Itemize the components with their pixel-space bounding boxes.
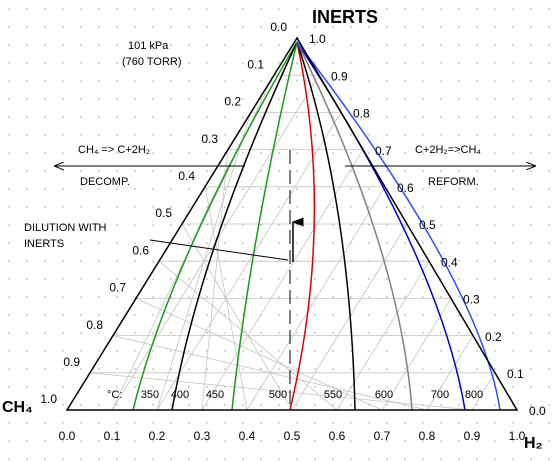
isotherm-label: 450 <box>206 389 224 401</box>
isotherm <box>132 41 298 411</box>
isotherm-unit: °C: <box>107 389 122 401</box>
isotherm-label: 800 <box>465 389 483 401</box>
left-tick-label: 0.2 <box>224 95 241 109</box>
bottom-tick-label: 0.1 <box>104 429 121 443</box>
left-tick-label: 0.6 <box>132 243 149 257</box>
grid-line <box>471 372 496 411</box>
grid-line <box>381 298 452 411</box>
left-tick-label: 1.0 <box>40 392 57 406</box>
isotherm <box>289 41 316 411</box>
right-tick-label: 0.1 <box>507 367 524 381</box>
left-tick-label: 0.5 <box>155 206 172 220</box>
right-tick-label: 0.3 <box>463 293 480 307</box>
right-tick-label: 0.8 <box>353 107 370 121</box>
bottom-tick-label: 0.4 <box>239 429 256 443</box>
annotation: DILUTION WITH <box>24 222 107 234</box>
isotherm <box>296 41 466 411</box>
isotherm-label: 500 <box>269 389 287 401</box>
right-tick-label: 0.6 <box>397 181 414 195</box>
bottom-tick-label: 1.0 <box>509 429 526 443</box>
arrow-label: DECOMP. <box>80 176 130 188</box>
right-tick-label: 0.4 <box>441 255 458 269</box>
grid-line <box>201 149 364 411</box>
right-tick-label: 0.2 <box>485 330 502 344</box>
left-tick-label: 0.1 <box>247 57 264 71</box>
right-tick-label: 0.5 <box>419 218 436 232</box>
left-tick-label: 0.9 <box>63 355 80 369</box>
bottom-tick-label: 0.2 <box>149 429 166 443</box>
isotherm-label: 600 <box>375 389 393 401</box>
arrow-label: CH₄ => C+2H₂ <box>78 144 150 156</box>
left-tick-label: 0.3 <box>201 132 218 146</box>
pressure: 101 kPa <box>128 40 169 52</box>
arrow-label: REFORM. <box>428 176 479 188</box>
isotherm-label: 400 <box>171 389 189 401</box>
right-tick-label: 0.7 <box>375 144 392 158</box>
right-tick-label: 1.0 <box>309 32 326 46</box>
bottom-tick-label: 0.0 <box>59 429 76 443</box>
bottom-tick-label: 0.9 <box>464 429 481 443</box>
bottom-tick-label: 0.5 <box>284 429 301 443</box>
isotherm <box>296 41 356 411</box>
isotherm <box>296 41 413 411</box>
isotherm <box>231 41 298 411</box>
right-tick-label: 0.0 <box>529 404 546 418</box>
grid-line <box>135 298 383 411</box>
pressure: (760 TORR) <box>122 56 182 68</box>
bottom-tick-label: 0.7 <box>374 429 391 443</box>
annotation: INERTS <box>24 238 64 250</box>
isotherm-label: 350 <box>141 389 159 401</box>
annotation-leader <box>149 239 289 261</box>
left-tick-label: 0.4 <box>178 169 195 183</box>
grid-line <box>181 223 293 411</box>
corner-label: CH₄ <box>2 399 33 416</box>
bottom-tick-label: 0.8 <box>419 429 436 443</box>
isotherm <box>296 41 501 411</box>
isotherm-label: 700 <box>431 389 449 401</box>
arrow-label: C+2H₂=>CH₄ <box>415 144 481 156</box>
left-tick-label: 0.0 <box>270 20 287 34</box>
right-tick-label: 0.9 <box>331 69 348 83</box>
isotherm-label: 550 <box>324 389 342 401</box>
isotherm <box>171 41 298 411</box>
bottom-tick-label: 0.6 <box>329 429 346 443</box>
left-tick-label: 0.7 <box>109 281 126 295</box>
left-tick-label: 0.8 <box>86 318 103 332</box>
bottom-tick-label: 0.3 <box>194 429 211 443</box>
grid-line <box>89 372 473 411</box>
corner-label: H₂ <box>524 435 543 452</box>
triangle <box>65 36 519 411</box>
title: INERTS <box>312 7 378 27</box>
